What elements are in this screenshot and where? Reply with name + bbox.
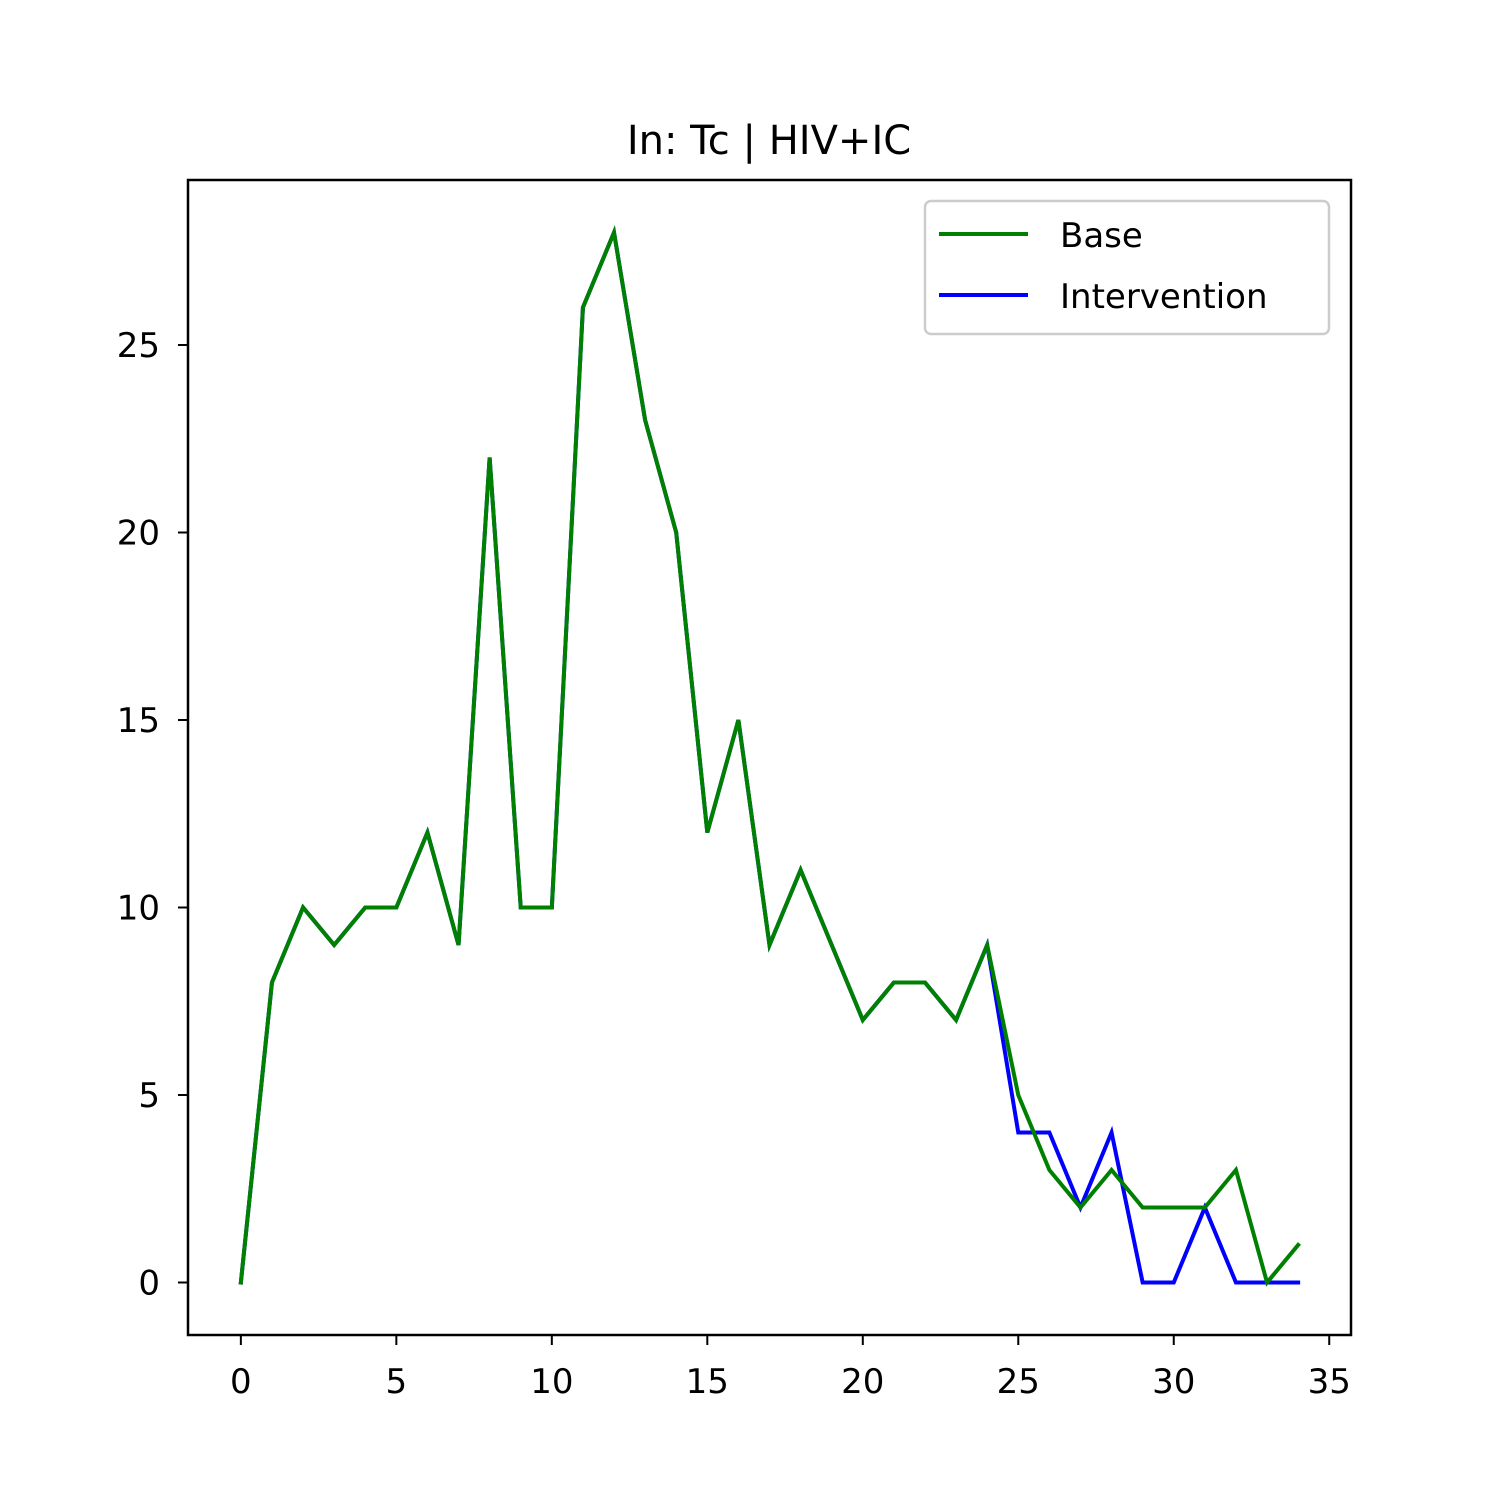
legend-label-intervention: Intervention xyxy=(1060,277,1268,317)
x-tick-label: 0 xyxy=(230,1362,252,1402)
x-tick-label: 25 xyxy=(997,1362,1040,1402)
plot-lines xyxy=(238,225,1301,1287)
x-tick-label: 30 xyxy=(1152,1362,1195,1402)
legend: Base Intervention xyxy=(923,199,1331,336)
series-line-base xyxy=(238,225,1301,1287)
x-tick-label: 20 xyxy=(841,1362,884,1402)
y-tick-label: 10 xyxy=(117,889,160,929)
x-axis: 0 5 10 15 20 25 30 35 xyxy=(230,1335,1351,1402)
y-tick-label: 20 xyxy=(117,514,160,554)
y-tick-label: 15 xyxy=(117,701,160,741)
plot-frame xyxy=(186,178,1353,1337)
y-tick-label: 25 xyxy=(117,326,160,366)
y-tick-label: 5 xyxy=(138,1076,160,1116)
chart-title: In: Tc | HIV+IC xyxy=(627,118,911,164)
x-tick-label: 15 xyxy=(686,1362,729,1402)
x-tick-label: 35 xyxy=(1308,1362,1351,1402)
y-axis: 0 5 10 15 20 25 xyxy=(117,326,188,1304)
x-tick-label: 10 xyxy=(530,1362,573,1402)
y-tick-label: 0 xyxy=(138,1264,160,1304)
x-tick-label: 5 xyxy=(386,1362,408,1402)
legend-label-base: Base xyxy=(1060,216,1143,256)
